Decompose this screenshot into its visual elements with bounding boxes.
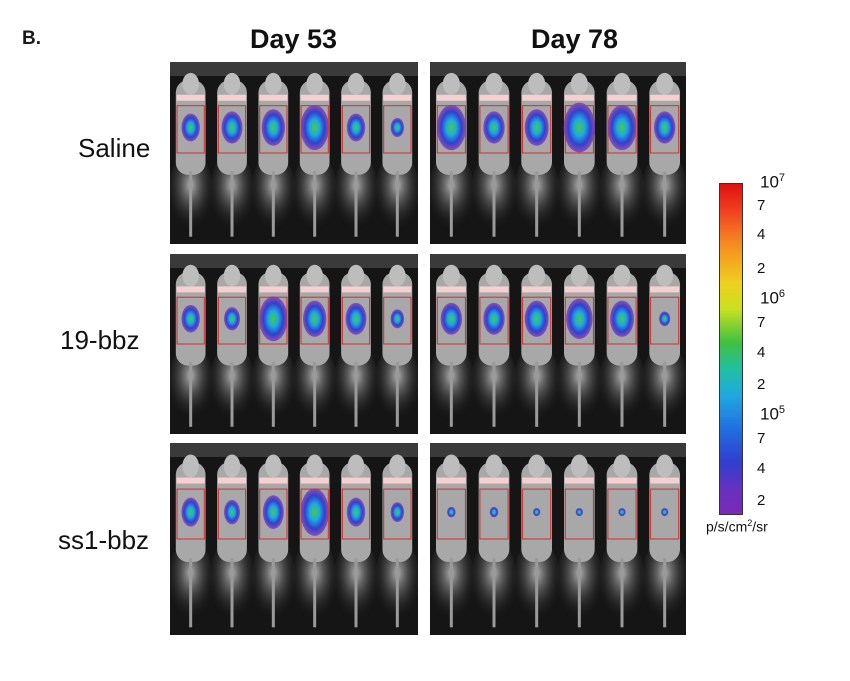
image-19bbz-day78 [430, 254, 686, 434]
mouse-imaging-saline-day78 [430, 62, 686, 244]
panel-label: B. [22, 28, 41, 49]
scale-tick: 2 [757, 492, 766, 509]
scale-tick-1e6: 106 [760, 288, 786, 308]
scale-tick: 2 [757, 260, 766, 277]
mouse-imaging-ss1bbz-day78 [430, 443, 686, 635]
scale-tick-1e5: 105 [760, 404, 786, 424]
image-saline-day53 [170, 62, 418, 244]
column-header-day-78: Day 78 [531, 24, 619, 54]
scale-tick: 7 [757, 197, 766, 214]
row-label-ss1-bbz: ss1-bbz [58, 525, 150, 555]
row-label-19-bbz: 19-bbz [60, 325, 140, 355]
mouse-imaging-19bbz-day78 [430, 254, 686, 434]
radiance-color-scale [719, 183, 743, 515]
mouse-imaging-ss1bbz-day53 [170, 443, 418, 635]
scale-tick: 7 [757, 314, 766, 331]
scale-tick: 4 [757, 226, 766, 243]
scale-units: p/s/cm2/sr [706, 518, 768, 535]
scale-tick-1e7: 107 [760, 172, 786, 192]
image-19bbz-day53 [170, 254, 418, 434]
image-ss1bbz-day53 [170, 443, 418, 635]
scale-tick: 4 [757, 460, 766, 477]
scale-tick: 2 [757, 376, 766, 393]
mouse-imaging-19bbz-day53 [170, 254, 418, 434]
scale-tick: 7 [757, 430, 766, 447]
image-saline-day78 [430, 62, 686, 244]
row-label-saline: Saline [78, 133, 151, 163]
mouse-imaging-saline-day53 [170, 62, 418, 244]
column-header-day-53: Day 53 [250, 24, 338, 54]
image-ss1bbz-day78 [430, 443, 686, 635]
scale-tick: 4 [757, 344, 766, 361]
